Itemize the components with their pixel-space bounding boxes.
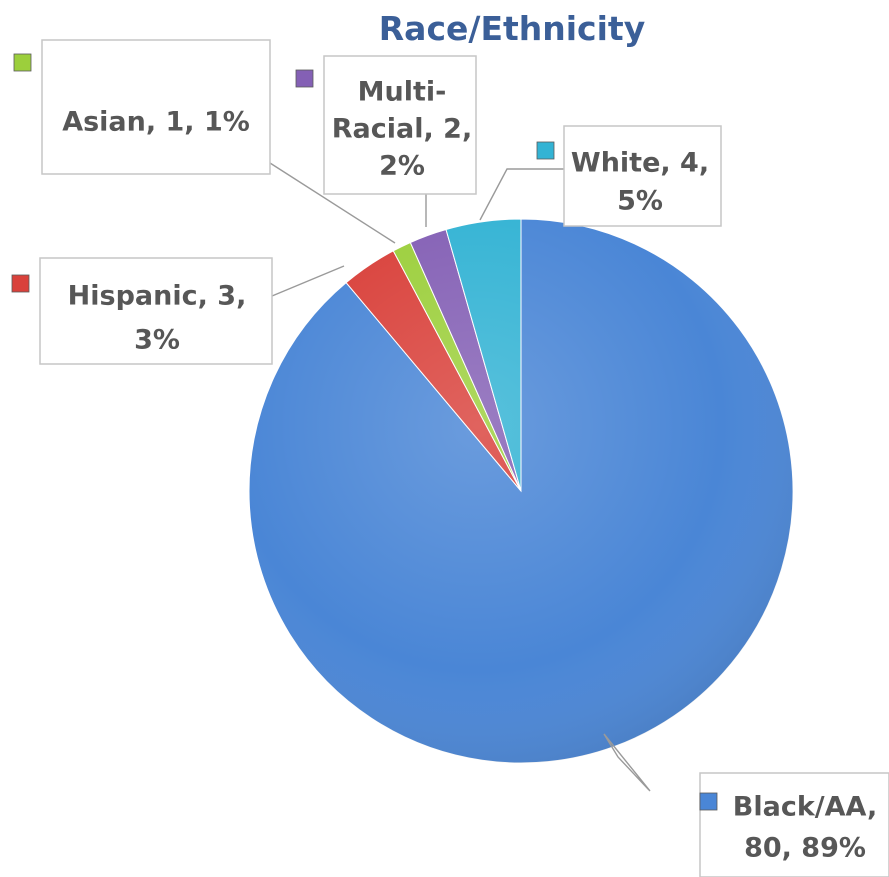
leader-line-black-aa	[603, 733, 651, 792]
data-label-box-multi-racial	[323, 55, 477, 195]
pie-slices	[248, 218, 794, 764]
legend-key-asian	[13, 53, 32, 72]
data-label-hispanic-line-2: 3%	[134, 325, 180, 356]
data-label-box-asian	[41, 39, 271, 175]
data-label-multi-racial-line-2: Racial, 2,	[332, 114, 472, 145]
leader-lines	[269, 162, 651, 792]
data-labels: Black/AA, 80, 89% Hispanic, 3, 3% Asian, 1, …	[11, 39, 889, 877]
data-label-hispanic-line-1: Hispanic, 3,	[68, 281, 247, 312]
data-label-asian-line-1: Asian, 1, 1%	[62, 107, 250, 138]
leader-line-hispanic	[271, 265, 345, 297]
data-label-white-line-1: White, 4,	[571, 148, 709, 179]
leader-line-white	[479, 168, 564, 221]
data-label-box-black-aa	[699, 772, 889, 877]
legend-key-hispanic	[11, 274, 30, 293]
data-label-multi-racial-line-3: 2%	[379, 151, 425, 182]
data-label-white-line-2: 5%	[617, 186, 663, 217]
data-label-black-aa-line-2: 80, 89%	[744, 833, 866, 864]
chart-title: Race/Ethnicity	[379, 9, 645, 48]
legend-key-white	[536, 141, 555, 160]
data-label-multi-racial-line-1: Multi-	[358, 77, 447, 108]
leader-line-asian	[269, 162, 396, 244]
legend-key-multi-racial	[295, 69, 314, 88]
data-label-box-hispanic	[39, 257, 273, 365]
data-label-black-aa-line-1: Black/AA,	[733, 792, 877, 823]
data-label-box-white	[563, 125, 722, 227]
legend-key-black-aa	[699, 792, 718, 811]
